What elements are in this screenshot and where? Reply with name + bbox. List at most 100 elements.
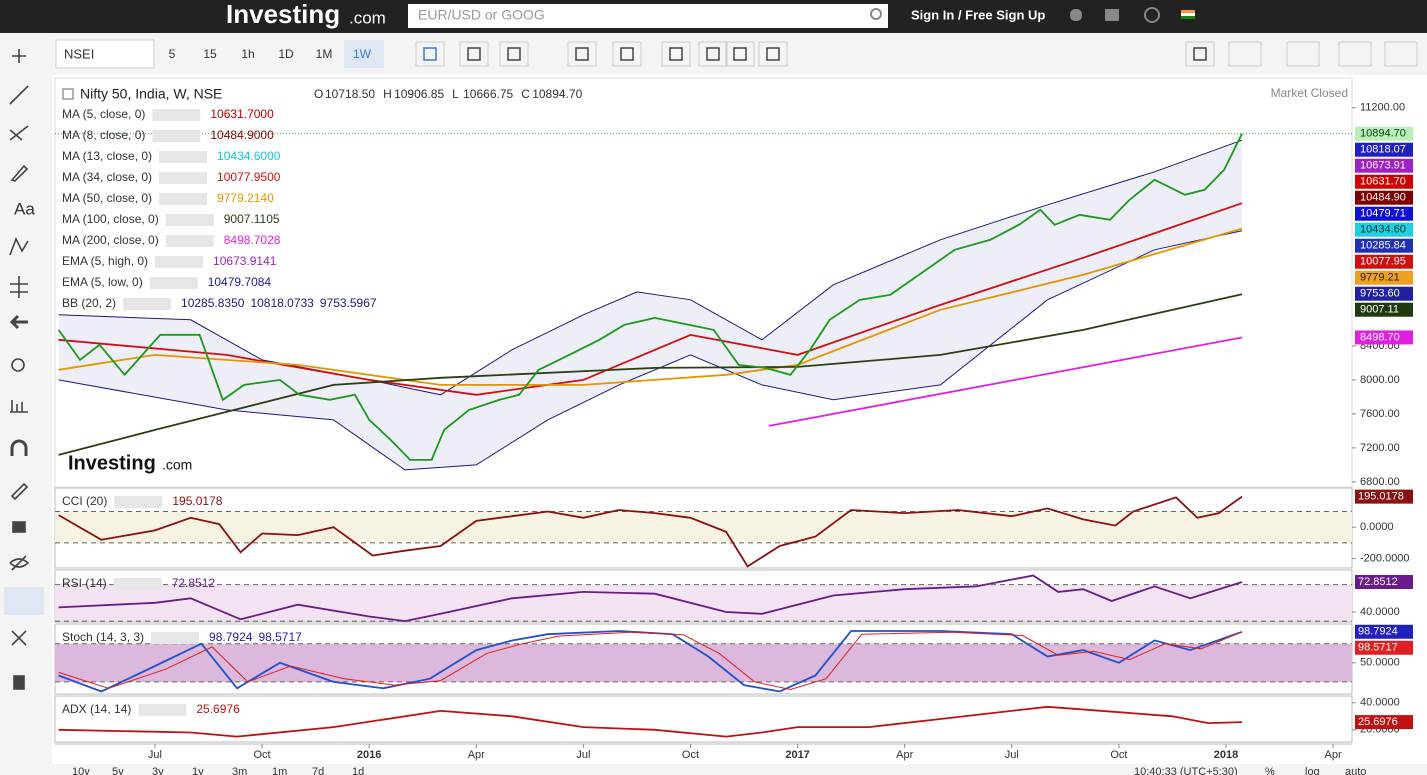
toolbar-icon (706, 47, 720, 61)
legend-icons[interactable] (114, 496, 163, 508)
x-tick-label: 2016 (357, 749, 381, 761)
x-tick-label: Jul (576, 749, 590, 761)
toolbar-button[interactable] (612, 41, 642, 67)
hide-tool[interactable] (9, 555, 30, 571)
price-tick-label: 7600.00 (1360, 408, 1400, 420)
legend-icons[interactable] (159, 193, 208, 205)
toolbar-button[interactable] (758, 41, 788, 67)
legend-icons[interactable] (152, 109, 201, 121)
footer-option[interactable]: % (1265, 766, 1275, 775)
range-button[interactable]: 3m (232, 766, 247, 775)
legend-value: 10484.9000 (210, 128, 274, 142)
range-button[interactable]: 10y (72, 766, 90, 775)
x-tick-label: 2017 (785, 749, 809, 761)
toolbar-button[interactable] (1338, 41, 1372, 67)
magnet-tool[interactable] (10, 439, 28, 456)
legend-icons[interactable] (165, 235, 214, 247)
back-tool[interactable] (9, 314, 28, 330)
toolbar-button[interactable] (567, 41, 597, 67)
pattern-tool[interactable] (9, 237, 29, 256)
range-button[interactable]: 3y (152, 766, 164, 775)
legend-icons[interactable] (113, 578, 162, 590)
toolbar-button[interactable] (1286, 41, 1320, 67)
pane-value: 98.5717 (258, 630, 302, 644)
toolbar-button[interactable] (1228, 41, 1262, 67)
fib-tool[interactable] (9, 125, 29, 141)
range-button[interactable]: 1y (192, 766, 204, 775)
toolbar-icon (669, 47, 683, 61)
link-tool-active[interactable] (4, 587, 44, 615)
portfolio-icon[interactable] (1105, 9, 1119, 21)
ohlc-label: H (383, 87, 392, 101)
legend-icons[interactable] (152, 130, 201, 142)
logo[interactable]: Investing (226, 0, 340, 29)
footer-option[interactable]: log (1305, 766, 1320, 775)
toolbar-button[interactable] (661, 41, 691, 67)
range-button[interactable]: 1d (352, 766, 364, 775)
settings-tool[interactable] (11, 630, 27, 646)
sign-in[interactable]: Sign In / Free Sign Up (911, 7, 1045, 22)
brush-tool[interactable] (10, 164, 29, 182)
symbol: NSEI (64, 46, 94, 61)
legend-icons[interactable] (138, 704, 187, 716)
legend-icons[interactable] (123, 298, 172, 310)
interval[interactable]: 1M (316, 47, 333, 61)
lock-tool[interactable] (12, 521, 26, 533)
crosshair-tool[interactable] (12, 49, 26, 63)
ohlc-label: L (452, 87, 459, 101)
price-tick-label: 8000.00 (1360, 374, 1400, 386)
legend-name: BB (20, 2) (62, 296, 116, 310)
range-button[interactable]: 7d (312, 766, 324, 775)
indicator-tool[interactable] (10, 400, 28, 413)
x-tick-label: Jul (1005, 749, 1019, 761)
legend-value: 9753.5967 (320, 296, 377, 310)
toolbar-button[interactable] (725, 41, 755, 67)
line-tool[interactable] (9, 85, 29, 105)
bell-icon[interactable] (1070, 9, 1082, 21)
interval[interactable]: 1W (353, 47, 372, 61)
bb-lower (58, 230, 1243, 471)
legend-icons[interactable] (159, 151, 208, 163)
legend-icons[interactable] (165, 214, 214, 226)
search-icon[interactable] (870, 8, 882, 20)
range-button[interactable]: 1m (272, 766, 287, 775)
toolbar-button[interactable] (499, 41, 529, 67)
moving-average (58, 202, 1243, 396)
level-band (55, 584, 1352, 622)
interval[interactable]: 15 (203, 47, 217, 61)
toolbar-button[interactable] (698, 41, 728, 67)
toolbar-button[interactable] (1384, 41, 1418, 67)
text-tool[interactable]: Aa (14, 199, 35, 218)
interval[interactable]: 1h (241, 47, 254, 61)
interval[interactable]: 1D (278, 47, 294, 61)
x-tick-label: Apr (896, 749, 913, 761)
legend-icons[interactable] (159, 172, 208, 184)
pane-tick-label: 0.0000 (1360, 521, 1394, 533)
legend-icons[interactable] (151, 632, 200, 644)
legend-value: 10818.0733 (250, 296, 314, 310)
draw-tool[interactable] (10, 482, 29, 501)
toolbar-button[interactable] (459, 41, 489, 67)
footer-bar (0, 764, 1427, 775)
zoom-tool[interactable] (11, 358, 25, 372)
legend-icons[interactable] (155, 256, 204, 268)
collapse-box[interactable] (62, 88, 74, 100)
price-tag (1355, 206, 1413, 221)
flag[interactable] (1181, 10, 1195, 13)
pane-tag-label: 98.7924 (1358, 626, 1398, 638)
range-button[interactable]: 5y (112, 766, 124, 775)
pane-tick-label: 50.0000 (1360, 657, 1400, 669)
footer-option[interactable]: auto (1345, 766, 1366, 775)
x-tick-label: Oct (254, 749, 271, 761)
legend-icons[interactable] (149, 277, 198, 289)
measure-tool[interactable] (10, 276, 28, 298)
interval[interactable]: 5 (169, 47, 176, 61)
price-tag-label: 10631.70 (1360, 176, 1406, 188)
toolbar-button[interactable] (1185, 41, 1215, 67)
trash-tool[interactable] (13, 675, 25, 690)
clock-icon[interactable] (1144, 7, 1160, 23)
search-box[interactable] (408, 4, 888, 28)
toolbar-button[interactable] (415, 41, 445, 67)
moving-average (768, 336, 1243, 427)
symbol-box[interactable] (55, 39, 155, 69)
